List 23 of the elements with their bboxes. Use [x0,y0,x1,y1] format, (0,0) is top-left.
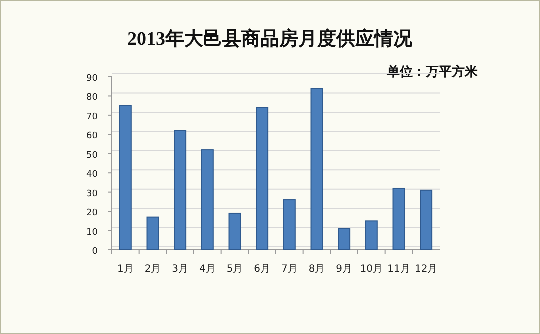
x-tick-label: 1月 [117,264,134,275]
y-tick-label: 80 [86,93,98,104]
y-tick-label: 70 [86,112,98,122]
x-tick-label: 9月 [336,264,353,275]
x-tick-label: 12月 [414,264,438,275]
x-tick-label: 4月 [199,264,216,275]
chart-title: 2013年大邑县商品房月度供应情况 [128,28,414,50]
y-tick-label: 60 [86,132,98,142]
y-tick-label: 90 [86,74,98,84]
x-tick-label: 11月 [388,264,410,275]
x-tick-label: 5月 [226,264,244,275]
x-tick-label: 6月 [254,264,271,275]
y-tick-label: 30 [86,189,98,200]
y-tick-label: 10 [86,228,98,238]
y-tick-label: 50 [86,150,98,161]
x-tick-label: 7月 [281,264,298,275]
x-tick-label: 2月 [144,264,162,275]
y-tick-label: 20 [86,208,98,219]
x-tick-label: 10月 [360,264,384,275]
y-tick-label: 0 [92,247,98,257]
x-tick-label: 8月 [308,264,326,275]
y-tick-label: 40 [86,170,98,180]
x-tick-label: 3月 [172,264,189,275]
